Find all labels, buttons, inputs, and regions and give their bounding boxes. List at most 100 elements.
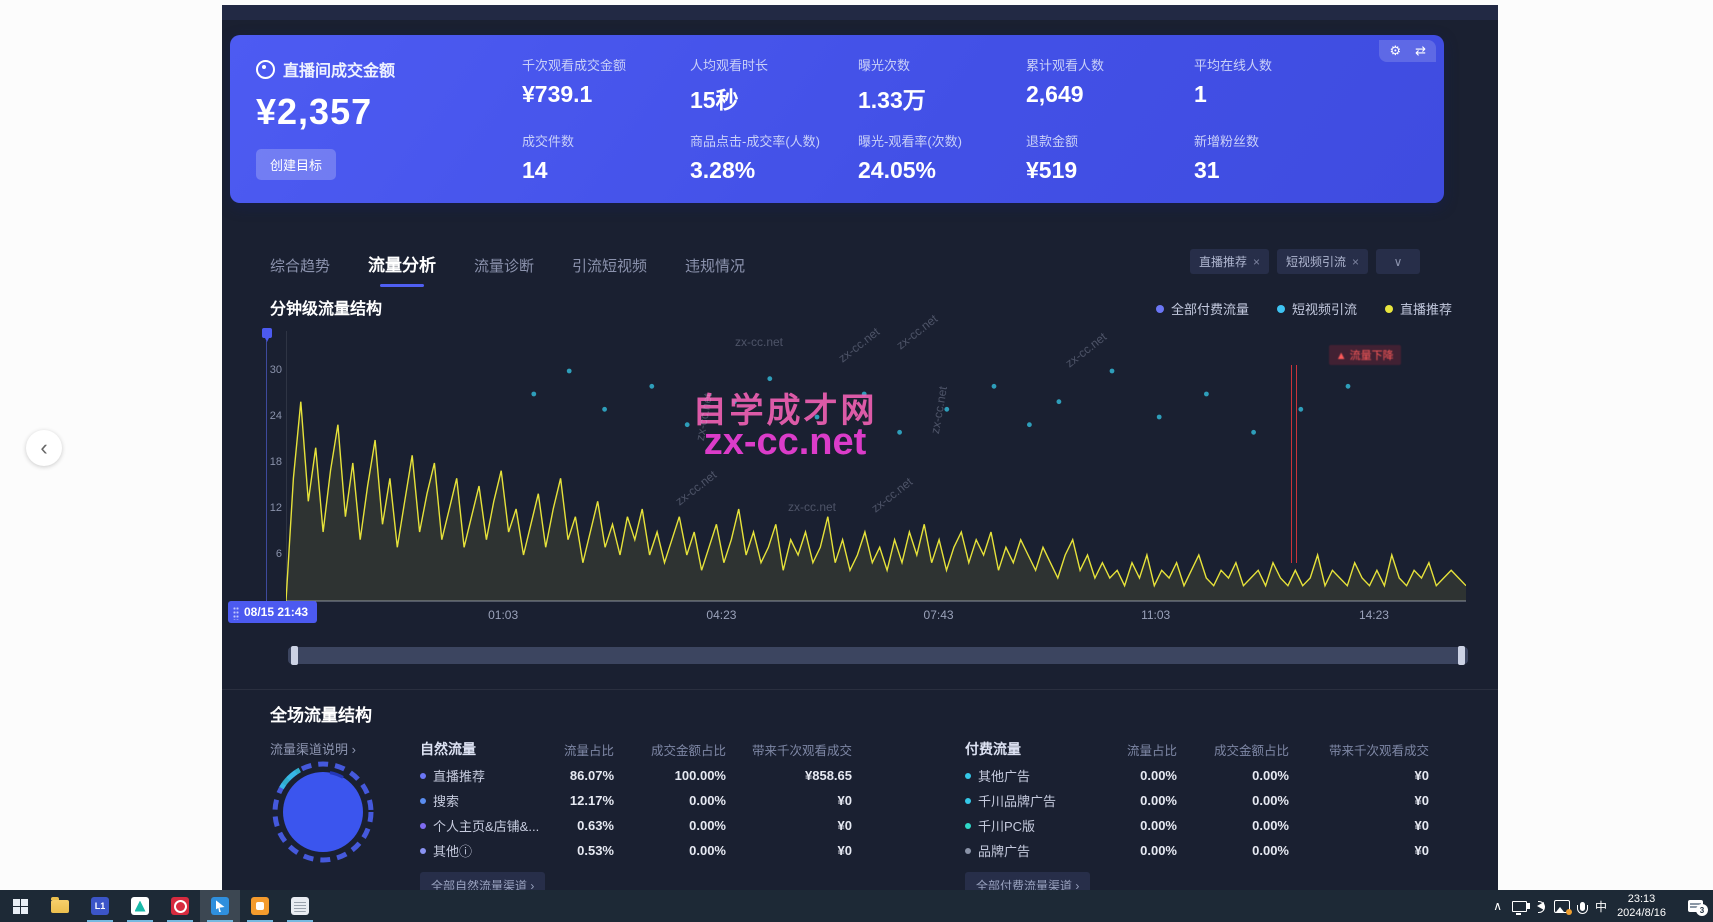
legend-item[interactable]: 直播推荐 [1384, 299, 1452, 318]
channel-note-link[interactable]: 流量渠道说明 › [270, 742, 356, 757]
app-notepad[interactable] [280, 890, 320, 922]
filter-chip[interactable]: 短视频引流 × [1276, 249, 1368, 274]
kpi-metric: 曝光-观看率(次数) 24.05% [858, 131, 1026, 207]
traffic-share-value: 0.00% [1140, 793, 1177, 808]
kpi-metric-value: 3.28% [690, 157, 756, 183]
close-icon[interactable]: × [1252, 254, 1260, 269]
legend-label: 全部付费流量 [1170, 302, 1249, 317]
swap-icon[interactable]: ⇄ [1415, 43, 1426, 58]
channel-name: 搜索 [420, 791, 552, 810]
section-divider [222, 689, 1498, 690]
back-button[interactable]: ‹ [26, 430, 62, 466]
kpi-metric: 退款金额 ¥519 [1026, 131, 1194, 207]
legend-dot [1384, 304, 1393, 313]
view-all-channels-link[interactable]: 全部自然流量渠道 › [420, 872, 546, 890]
kpi-metric-value: 1.33万 [858, 87, 926, 113]
kpi-metric-value: ¥739.1 [522, 81, 593, 107]
channel-label: 其他ⓘ [433, 844, 473, 859]
channel-dot-icon [420, 772, 426, 779]
clock-date: 2024/8/16 [1617, 907, 1666, 919]
kpi-metric-label: 累计观看人数 [1026, 58, 1105, 73]
channel-name: 品牌广告 [965, 841, 1091, 860]
y-axis-label: 6 [275, 548, 282, 560]
target-icon [256, 59, 275, 79]
chart-start-marker[interactable] [262, 328, 272, 342]
card-tools: ⚙ ⇄ [1379, 40, 1436, 62]
kpi-main-title-text: 直播间成交金额 [283, 63, 396, 80]
close-icon[interactable]: × [1351, 254, 1359, 269]
start-button[interactable] [0, 890, 40, 922]
x-axis-label: 04:23 [706, 608, 737, 622]
ime-indicator[interactable]: 中 [1595, 899, 1608, 914]
gpm-value: ¥0 [837, 793, 852, 808]
create-goal-button[interactable]: 创建目标 [256, 149, 337, 180]
tab-综合趋势[interactable]: 综合趋势 [270, 258, 331, 275]
microphone-icon[interactable] [1577, 901, 1589, 914]
table-row[interactable]: 其他ⓘ 0.53% 0.00% ¥0 [420, 838, 852, 863]
clock[interactable]: 23:13 2024/8/16 [1617, 892, 1666, 921]
tab-违规情况[interactable]: 违规情况 [685, 258, 746, 275]
channel-name: 个人主页&店铺&... [420, 816, 552, 835]
traffic-share-value: 86.07% [569, 768, 614, 783]
tab-流量分析[interactable]: 流量分析 [368, 251, 436, 287]
app-orange[interactable] [240, 890, 280, 922]
channel-name: 直播推荐 [420, 766, 552, 785]
traffic-share-value: 0.00% [1140, 818, 1177, 833]
app-teal[interactable] [120, 890, 160, 922]
app-tile-icon: L1 [91, 897, 109, 915]
table-row[interactable]: 个人主页&店铺&... 0.63% 0.00% ¥0 [420, 813, 852, 838]
channel-label: 千川品牌广告 [978, 794, 1057, 809]
app-l1[interactable]: L1 [80, 890, 120, 922]
traffic-donut-chart[interactable] [268, 757, 378, 867]
x-axis-label: 07:43 [923, 608, 954, 622]
table-row[interactable]: 直播推荐 86.07% 100.00% ¥858.65 [420, 763, 852, 788]
dashboard-video: 直播间成交金额 ¥2,357 创建目标 千次观看成交金额 ¥739.1 人均观看时长… [222, 5, 1498, 890]
table-row[interactable]: 千川品牌广告 0.00% 0.00% ¥0 [965, 788, 1429, 813]
notification-center[interactable]: 3 [1688, 900, 1708, 916]
app-pointer[interactable] [200, 890, 240, 922]
tab-流量诊断[interactable]: 流量诊断 [474, 258, 535, 275]
taskbar-apps: L1 [0, 890, 320, 922]
chart-title: 分钟级流量结构 [270, 301, 383, 318]
traffic-share-value: 0.63% [577, 818, 614, 833]
channel-dot-icon [420, 847, 426, 854]
chart-range-slider[interactable] [288, 646, 1468, 665]
y-axis-label: 12 [269, 502, 282, 514]
legend-item[interactable]: 全部付费流量 [1155, 299, 1249, 318]
table-row[interactable]: 品牌广告 0.00% 0.00% ¥0 [965, 838, 1429, 863]
network-display-icon[interactable] [1512, 900, 1528, 915]
table-row[interactable]: 搜索 12.17% 0.00% ¥0 [420, 788, 852, 813]
legend-item[interactable]: 短视频引流 [1276, 299, 1357, 318]
channel-label: 千川PC版 [978, 819, 1036, 834]
volume-icon[interactable] [1526, 901, 1546, 913]
app-tile-icon [251, 897, 269, 915]
table-row[interactable]: 其他广告 0.00% 0.00% ¥0 [965, 763, 1429, 788]
legend-dot [1155, 304, 1164, 313]
traffic-line-chart[interactable] [286, 331, 1466, 607]
filter-chip[interactable]: 直播推荐 × [1189, 249, 1269, 274]
file-explorer[interactable] [40, 890, 80, 922]
filter-dropdown[interactable]: ∨ [1376, 249, 1420, 274]
legend-dot [1276, 304, 1285, 313]
view-all-channels-link[interactable]: 全部付费流量渠道 › [965, 872, 1091, 890]
kpi-metric-label: 成交件数 [522, 134, 575, 149]
screenshot-tool-icon[interactable] [1554, 899, 1573, 915]
channel-dot-icon [420, 822, 426, 829]
channel-dot-icon [965, 822, 971, 829]
gear-icon[interactable]: ⚙ [1389, 43, 1402, 58]
y-axis-label: 24 [269, 410, 282, 422]
kpi-metric-value: 15秒 [690, 87, 739, 113]
chart-alert-badge[interactable]: ▲ 流量下降 [1328, 345, 1401, 365]
tray-chevron-up-icon[interactable]: ∧ [1493, 899, 1503, 913]
traffic-share-value: 0.53% [577, 843, 614, 858]
watermark-line1: 自学成才网 [692, 392, 878, 430]
filter-chips: 直播推荐 × 短视频引流 × ∨ [1189, 249, 1420, 274]
gmv-share-value: 100.00% [674, 768, 726, 783]
time-range-chip[interactable]: 08/15 21:43 [228, 601, 318, 623]
tab-引流短视频[interactable]: 引流短视频 [572, 258, 648, 275]
column-header: 成交金额占比 [650, 743, 726, 758]
watermark-small: zx-cc.net [788, 500, 837, 514]
natural-traffic-table: 自然流量 流量占比 成交金额占比 带来千次观看成交 直播推荐 86.07% 100.00% ¥… [420, 735, 852, 890]
app-red-o[interactable] [160, 890, 200, 922]
table-row[interactable]: 千川PC版 0.00% 0.00% ¥0 [965, 813, 1429, 838]
